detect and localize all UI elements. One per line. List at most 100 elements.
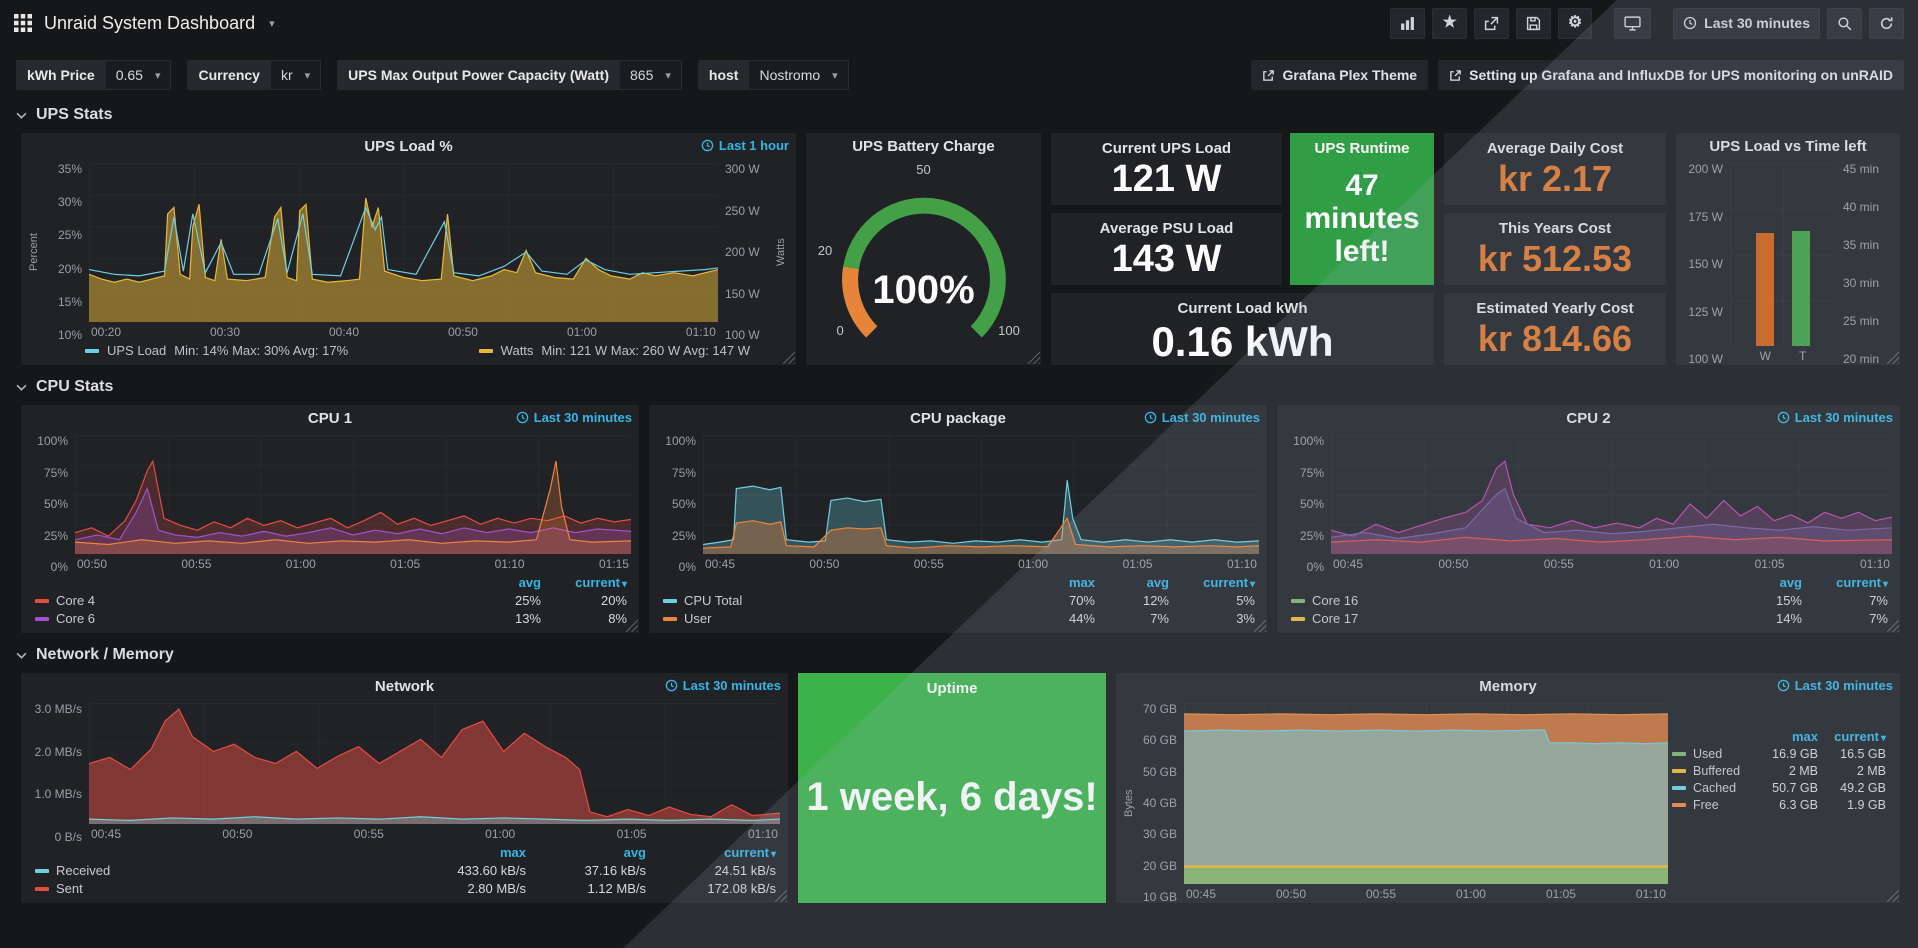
panel-time-range-tag[interactable]: Last 30 minutes <box>1777 678 1893 693</box>
settings-button[interactable]: ⚙ <box>1557 7 1593 39</box>
legend-item[interactable]: Free <box>1672 798 1752 812</box>
dashboard-title-caret-icon[interactable]: ▾ <box>269 17 275 30</box>
star-icon: ★ <box>1442 14 1457 31</box>
legend-item[interactable]: Core 4 <box>35 593 467 608</box>
legend-item[interactable]: Sent <box>35 881 396 896</box>
panel-title[interactable]: Memory <box>1479 677 1537 695</box>
legend-item[interactable]: Watts Min: 121 W Max: 260 W Avg: 147 W <box>478 343 750 358</box>
legend-item[interactable]: Received <box>35 863 396 878</box>
legend-item[interactable]: User <box>663 611 1015 626</box>
legend-item[interactable]: Core 6 <box>35 611 467 626</box>
panel-title[interactable]: Average PSU Load <box>1099 220 1234 237</box>
panel-title[interactable]: UPS Load % <box>364 137 453 155</box>
panel-title[interactable]: UPS Battery Charge <box>852 137 995 155</box>
legend-item[interactable]: Cached <box>1672 781 1752 795</box>
panel-title[interactable]: CPU 2 <box>1566 409 1611 427</box>
x-axis: 00:50 00:55 01:00 01:05 01:10 01:15 <box>77 556 629 571</box>
panel-time-range-tag[interactable]: Last 1 hour <box>701 138 789 153</box>
link-grafana-plex-theme[interactable]: Grafana Plex Theme <box>1251 60 1429 90</box>
panel-title[interactable]: UPS Load vs Time left <box>1709 137 1867 155</box>
gauge-tick: 0 <box>836 323 844 339</box>
panel-resize-handle[interactable] <box>775 890 787 902</box>
section-cpu-stats[interactable]: CPU Stats <box>0 366 1918 398</box>
panel-title[interactable]: Current UPS Load <box>1101 140 1232 157</box>
star-button[interactable]: ★ <box>1432 7 1467 39</box>
series-swatch <box>663 616 677 621</box>
legend-item[interactable]: Core 16 <box>1291 593 1728 608</box>
chevron-down-icon <box>16 652 27 659</box>
legend-item[interactable]: Buffered <box>1672 764 1752 778</box>
plot-area[interactable] <box>1730 163 1836 346</box>
save-button[interactable] <box>1515 7 1551 39</box>
panel-title[interactable]: Network <box>374 677 435 695</box>
series-swatch <box>1291 598 1305 603</box>
panel-time-range-tag[interactable]: Last 30 minutes <box>1144 410 1260 425</box>
refresh-button[interactable] <box>1869 7 1904 39</box>
link-ups-monitoring-guide[interactable]: Setting up Grafana and InfluxDB for UPS … <box>1438 60 1904 90</box>
panel-resize-handle[interactable] <box>1254 620 1266 632</box>
series-swatch <box>35 886 49 891</box>
panel-resize-handle[interactable] <box>1028 352 1040 364</box>
panel-header[interactable]: CPU 2 Last 30 minutes <box>1277 405 1900 431</box>
panel-header[interactable]: CPU package Last 30 minutes <box>649 405 1267 431</box>
panel-header[interactable]: CPU 1 Last 30 minutes <box>21 405 639 431</box>
panel-resize-handle[interactable] <box>783 352 795 364</box>
panel-title[interactable]: Estimated Yearly Cost <box>1476 300 1634 317</box>
bar-time-left[interactable] <box>1792 230 1810 346</box>
zoom-out-button[interactable] <box>1827 7 1862 39</box>
caret-down-icon: ▾ <box>665 69 671 82</box>
panel-resize-handle[interactable] <box>1887 620 1899 632</box>
panel-title[interactable]: CPU package <box>910 409 1006 427</box>
plot-area[interactable] <box>703 435 1259 554</box>
variable-host[interactable]: host Nostromo ▾ <box>697 60 849 90</box>
panel-resize-handle[interactable] <box>626 620 638 632</box>
series-swatch <box>1672 769 1686 773</box>
panel-title[interactable]: CPU 1 <box>307 409 353 427</box>
panel-resize-handle[interactable] <box>1887 352 1899 364</box>
plot-area[interactable] <box>1184 703 1668 884</box>
plot-area[interactable] <box>89 163 718 322</box>
time-range-button[interactable]: Last 30 minutes <box>1673 7 1820 39</box>
legend-item[interactable]: Core 17 <box>1291 611 1728 626</box>
share-button[interactable] <box>1473 7 1509 39</box>
variable-ups-max-output[interactable]: UPS Max Output Power Capacity (Watt) 865… <box>337 60 682 90</box>
variable-currency[interactable]: Currency kr ▾ <box>187 60 322 90</box>
panel-title[interactable]: UPS Runtime <box>1314 140 1410 157</box>
panel-title[interactable]: Average Daily Cost <box>1486 140 1624 157</box>
bar-watts[interactable] <box>1756 232 1774 346</box>
panel-cpu-package: CPU package Last 30 minutes 100% 75% 50% 25… <box>648 404 1268 634</box>
legend-item[interactable]: CPU Total <box>663 593 1015 608</box>
section-network-memory[interactable]: Network / Memory <box>0 634 1918 666</box>
variable-label: UPS Max Output Power Capacity (Watt) <box>337 60 620 90</box>
panel-title[interactable]: This Years Cost <box>1498 220 1612 237</box>
panel-title[interactable]: Current Load kWh <box>1177 300 1308 317</box>
dashboard-title[interactable]: Unraid System Dashboard <box>44 12 256 33</box>
panel-header[interactable]: Memory Last 30 minutes <box>1116 673 1900 699</box>
legend-item[interactable]: UPS Load Min: 14% Max: 30% Avg: 17% <box>85 343 348 358</box>
clock-icon <box>1777 679 1789 692</box>
panel-title[interactable]: Uptime <box>926 680 978 697</box>
legend-item[interactable]: Used <box>1672 747 1752 761</box>
variable-kwh-price[interactable]: kWh Price 0.65 ▾ <box>16 60 172 90</box>
panel-time-range-tag[interactable]: Last 30 minutes <box>1777 410 1893 425</box>
series-swatch <box>1291 616 1305 621</box>
chevron-down-icon <box>16 384 27 391</box>
panel-this-years-cost: This Years Cost kr 512.53 <box>1443 212 1667 286</box>
panel-resize-handle[interactable] <box>1887 890 1899 902</box>
plot-area[interactable] <box>89 703 780 824</box>
clock-icon <box>516 411 528 424</box>
section-ups-stats[interactable]: UPS Stats <box>0 94 1918 126</box>
apps-grid-icon[interactable] <box>14 14 32 32</box>
add-panel-button[interactable] <box>1390 7 1426 39</box>
panel-header[interactable]: UPS Load % Last 1 hour <box>21 133 796 159</box>
panel-header[interactable]: UPS Load vs Time left <box>1676 133 1900 159</box>
plot-area[interactable] <box>75 435 631 554</box>
plot-area[interactable] <box>1331 435 1892 554</box>
tv-mode-button[interactable] <box>1614 7 1652 39</box>
panel-header[interactable]: Network Last 30 minutes <box>21 673 788 699</box>
panel-time-range-tag[interactable]: Last 30 minutes <box>665 678 781 693</box>
panel-time-range-tag[interactable]: Last 30 minutes <box>516 410 632 425</box>
panel-header[interactable]: UPS Battery Charge <box>806 133 1041 159</box>
